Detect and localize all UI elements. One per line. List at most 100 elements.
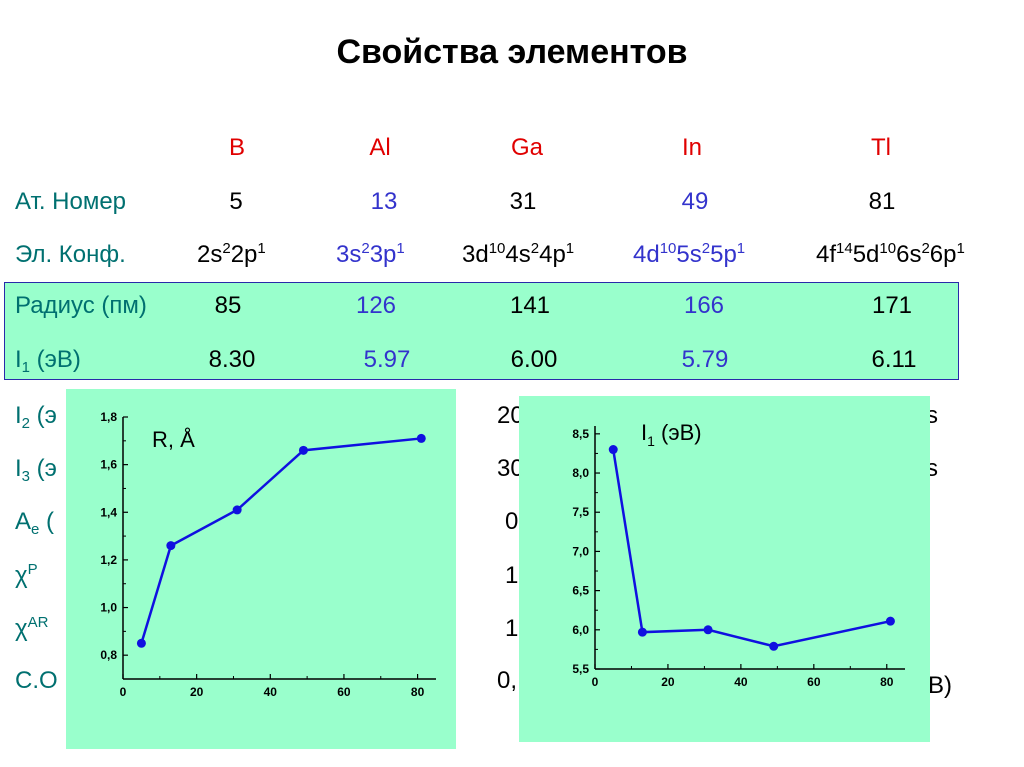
config-orbital: 3s bbox=[336, 241, 362, 268]
data-point bbox=[232, 505, 242, 515]
x-tick-label: 40 bbox=[734, 675, 748, 689]
label-main: I bbox=[641, 420, 647, 445]
i1-ga: 6.00 bbox=[510, 346, 558, 373]
x-tick-label: 0 bbox=[592, 675, 599, 689]
config-exponent: 1 bbox=[396, 240, 405, 257]
config-exponent: 2 bbox=[361, 240, 370, 257]
electron-config-tl: 4f145d106s26p1 bbox=[816, 241, 965, 269]
data-point bbox=[416, 433, 426, 443]
data-point bbox=[608, 445, 618, 455]
electron-config-b: 2s22p1 bbox=[197, 241, 266, 269]
config-orbital: 5d bbox=[852, 241, 880, 268]
config-orbital: 4f bbox=[816, 241, 837, 268]
label-sup: P bbox=[27, 561, 38, 578]
config-orbital: 6s bbox=[896, 241, 922, 268]
electron-config-ga: 3d104s24p1 bbox=[462, 241, 574, 269]
config-exponent: 2 bbox=[222, 240, 231, 257]
x-tick-label: 40 bbox=[264, 685, 278, 699]
config-exponent: 10 bbox=[879, 240, 897, 257]
element-header-ga: Ga bbox=[510, 134, 544, 161]
series-line bbox=[140, 437, 422, 644]
y-tick-label: 7,5 bbox=[572, 505, 589, 519]
page-title: Свойства элементов bbox=[336, 33, 688, 71]
label-rest: (э bbox=[30, 402, 57, 429]
y-tick-label: 8,5 bbox=[572, 427, 589, 441]
element-header-in: In bbox=[681, 134, 703, 161]
x-tick-label: 80 bbox=[880, 675, 894, 689]
config-exponent: 2 bbox=[701, 240, 711, 257]
config-exponent: 1 bbox=[565, 240, 575, 257]
radius-tl: 171 bbox=[871, 292, 913, 319]
element-header-al: Al bbox=[369, 134, 391, 161]
partial-row-label: χP bbox=[15, 562, 38, 590]
y-tick-label: 7,0 bbox=[572, 544, 589, 558]
partial-row-label: Ae ( bbox=[15, 508, 55, 538]
row-label: Ат. Номер bbox=[15, 188, 127, 215]
y-tick-label: 8,0 bbox=[572, 466, 589, 480]
data-point bbox=[703, 625, 713, 635]
atomic-number-ga: 31 bbox=[509, 188, 537, 215]
label-main: χ bbox=[15, 562, 28, 589]
y-tick-label: 1,6 bbox=[100, 458, 117, 472]
y-tick-label: 1,2 bbox=[100, 553, 117, 567]
data-point bbox=[769, 641, 779, 651]
y-tick-label: 1,4 bbox=[100, 505, 117, 519]
ionization-chart-panel: I1 (эВ) 0 20 40 60 80 5,5 6,0 6,5 7,0 7,5 8,0 8,5 bbox=[519, 396, 930, 742]
chart-label: R, Å bbox=[152, 427, 195, 452]
partial-row-value: 0, bbox=[497, 667, 518, 694]
config-orbital: 5p bbox=[710, 241, 737, 268]
partial-row-label: I3 (э bbox=[15, 455, 57, 484]
config-orbital: 2s bbox=[197, 241, 223, 268]
row-label: I1 (эВ) bbox=[15, 346, 81, 376]
partial-row-label: χAR bbox=[15, 615, 48, 643]
atomic-number-al: 13 bbox=[370, 188, 398, 215]
atomic-number-in: 49 bbox=[681, 188, 709, 215]
atomic-number-tl: 81 bbox=[868, 188, 896, 215]
x-tick-label: 80 bbox=[411, 685, 425, 699]
label-main: I bbox=[15, 455, 22, 482]
data-point bbox=[166, 541, 176, 551]
label-main: A bbox=[15, 508, 32, 535]
i1-al: 5.97 bbox=[363, 346, 411, 373]
x-tick-label: 0 bbox=[120, 685, 127, 699]
radius-al: 126 bbox=[355, 292, 397, 319]
electron-config-al: 3s23p1 bbox=[336, 241, 405, 269]
config-orbital: 3d bbox=[462, 241, 489, 268]
radius-ga: 141 bbox=[509, 292, 551, 319]
series-line bbox=[612, 449, 891, 648]
partial-row-value: 0 bbox=[505, 508, 519, 535]
data-point bbox=[136, 638, 146, 648]
label-sub: 1 bbox=[647, 433, 655, 449]
partial-row-label: С.О bbox=[15, 667, 58, 694]
config-orbital: 4s bbox=[505, 241, 531, 268]
y-tick-label: 6,0 bbox=[572, 623, 589, 637]
config-exponent: 1 bbox=[736, 240, 746, 257]
highlight-box bbox=[4, 282, 959, 380]
y-tick-label: 5,5 bbox=[572, 662, 589, 676]
ionization-chart: I1 (эВ) 0 20 40 60 80 5,5 6,0 6,5 7,0 7,5 8,0 8,5 bbox=[572, 420, 905, 689]
y-tick-label: 1,0 bbox=[100, 601, 117, 615]
x-tick-label: 60 bbox=[807, 675, 821, 689]
electron-config-in: 4d105s25p1 bbox=[633, 241, 745, 269]
x-tick-label: 60 bbox=[337, 685, 351, 699]
label-main: I bbox=[15, 402, 22, 429]
x-tick-label: 20 bbox=[661, 675, 675, 689]
config-orbital: 2p bbox=[230, 241, 258, 268]
y-tick-label: 6,5 bbox=[572, 584, 589, 598]
edge-fragment: В) bbox=[928, 672, 952, 699]
label-sub: e bbox=[31, 521, 40, 538]
label-sub: 1 bbox=[21, 359, 31, 376]
data-point bbox=[885, 616, 895, 626]
label-rest: ( bbox=[39, 508, 55, 535]
label-rest: (эВ) bbox=[30, 346, 81, 373]
label-rest: (э bbox=[30, 455, 57, 482]
label-sup: AR bbox=[27, 614, 49, 631]
i1-tl: 6.11 bbox=[871, 346, 917, 373]
label-main: I bbox=[15, 346, 22, 373]
partial-row-value: 1 bbox=[505, 562, 519, 589]
label-main: χ bbox=[15, 615, 28, 642]
chart-label: I1 (эВ) bbox=[641, 420, 702, 449]
data-point bbox=[298, 445, 308, 455]
config-orbital: 6p bbox=[929, 241, 957, 268]
config-exponent: 2 bbox=[921, 240, 930, 257]
